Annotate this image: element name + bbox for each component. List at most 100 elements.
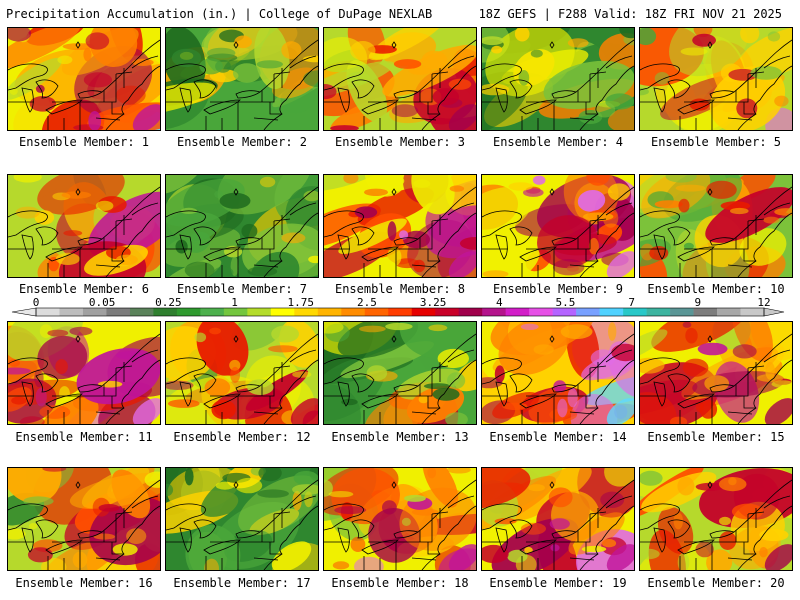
color-scale-bar [11, 307, 785, 317]
color-scale-swatch [458, 308, 483, 316]
color-scale-tick-label: 9 [694, 296, 702, 309]
chart-title: Precipitation Accumulation (in.) | Colle… [6, 7, 433, 21]
color-scale-swatch [740, 308, 765, 316]
precipitation-map [8, 468, 160, 570]
color-scale-swatch [59, 308, 84, 316]
ensemble-member-label: Ensemble Member: 10 [647, 282, 785, 296]
color-scale-swatch [294, 308, 319, 316]
ensemble-member-label: Ensemble Member: 9 [492, 282, 624, 296]
ensemble-member-map [323, 174, 477, 278]
color-scale-tick-label: 1.75 [287, 296, 314, 309]
color-scale-tick-label: 0.05 [88, 296, 116, 309]
ensemble-member-label: Ensemble Member: 11 [15, 430, 153, 444]
color-scale-swatch [36, 308, 60, 316]
ensemble-member-map [323, 321, 477, 425]
color-scale-tick-label: 12 [757, 296, 771, 309]
ensemble-member-map [639, 174, 793, 278]
color-scale-swatch [176, 308, 201, 316]
color-scale-tick-label: 5.5 [555, 296, 576, 309]
ensemble-member-map [481, 467, 635, 571]
precipitation-map [482, 175, 634, 277]
ensemble-member-map [481, 27, 635, 131]
color-scale-swatch [341, 308, 366, 316]
color-scale-swatch [270, 308, 295, 316]
precipitation-map [8, 28, 160, 130]
ensemble-member-map [639, 467, 793, 571]
ensemble-member-map [7, 321, 161, 425]
ensemble-member-label: Ensemble Member: 4 [492, 135, 624, 149]
precipitation-map [324, 322, 476, 424]
ensemble-member-map [323, 27, 477, 131]
ensemble-member-map [165, 321, 319, 425]
color-scale-swatch [129, 308, 154, 316]
color-scale-swatch [411, 308, 436, 316]
ensemble-member-label: Ensemble Member: 14 [489, 430, 627, 444]
color-scale-tick-label: 7 [628, 296, 635, 309]
ensemble-member-label: Ensemble Member: 7 [176, 282, 308, 296]
ensemble-member-map [7, 27, 161, 131]
ensemble-member-label: Ensemble Member: 3 [334, 135, 466, 149]
color-scale-swatch [200, 308, 225, 316]
color-scale-tick-label: 2.5 [356, 296, 377, 309]
precipitation-map [166, 468, 318, 570]
ensemble-member-map [481, 321, 635, 425]
color-scale-swatch [247, 308, 272, 316]
ensemble-member-map [165, 27, 319, 131]
ensemble-member-label: Ensemble Member: 15 [647, 430, 785, 444]
ensemble-member-label: Ensemble Member: 16 [15, 576, 153, 590]
precipitation-map [324, 468, 476, 570]
color-scale-tick-label: 0.25 [155, 296, 182, 309]
ensemble-member-label: Ensemble Member: 2 [176, 135, 308, 149]
ensemble-member-map [165, 467, 319, 571]
precipitation-map [8, 322, 160, 424]
color-scale-swatch [646, 308, 671, 316]
color-scale-swatch [435, 308, 460, 316]
color-scale-swatch [576, 308, 600, 316]
color-scale-swatch [623, 308, 647, 316]
ensemble-member-map [639, 27, 793, 131]
ensemble-member-label: Ensemble Member: 8 [334, 282, 466, 296]
color-scale-swatch [693, 308, 718, 316]
ensemble-member-label: Ensemble Member: 6 [18, 282, 150, 296]
precipitation-map [166, 28, 318, 130]
scale-left-arrow [11, 307, 37, 317]
color-scale-swatch [529, 308, 553, 316]
color-scale-swatch [106, 308, 131, 316]
color-scale-swatch [82, 308, 107, 316]
color-scale-swatch [482, 308, 506, 316]
model-run-info: 18Z GEFS | F288 Valid: 18Z FRI NOV 21 20… [478, 7, 782, 21]
ensemble-member-map [7, 467, 161, 571]
color-scale-swatch [153, 308, 178, 316]
precipitation-map [640, 28, 792, 130]
precipitation-map [166, 175, 318, 277]
precipitation-map [640, 175, 792, 277]
precipitation-map [324, 175, 476, 277]
color-scale-tick-label: 4 [495, 296, 503, 309]
ensemble-member-label: Ensemble Member: 20 [647, 576, 785, 590]
ensemble-member-map [165, 174, 319, 278]
precipitation-map [324, 28, 476, 130]
ensemble-member-label: Ensemble Member: 13 [331, 430, 469, 444]
precipitation-map [640, 322, 792, 424]
precipitation-map [166, 322, 318, 424]
color-scale-swatch [717, 308, 741, 316]
color-scale-swatch [388, 308, 413, 316]
scale-right-arrow [763, 307, 785, 317]
ensemble-member-label: Ensemble Member: 12 [173, 430, 311, 444]
ensemble-member-map [323, 467, 477, 571]
color-scale-swatch [599, 308, 624, 316]
color-scale-swatch [364, 308, 389, 316]
color-scale-tick-label: 0 [32, 296, 40, 309]
precipitation-map [482, 468, 634, 570]
precipitation-map [8, 175, 160, 277]
ensemble-member-map [481, 174, 635, 278]
ensemble-member-label: Ensemble Member: 1 [18, 135, 150, 149]
ensemble-member-map [639, 321, 793, 425]
ensemble-member-label: Ensemble Member: 18 [331, 576, 469, 590]
ensemble-member-label: Ensemble Member: 19 [489, 576, 627, 590]
precipitation-map [482, 28, 634, 130]
ensemble-member-label: Ensemble Member: 5 [650, 135, 782, 149]
color-scale-tick-label: 3.25 [419, 296, 447, 309]
precipitation-map [640, 468, 792, 570]
color-scale-swatch [505, 308, 530, 316]
